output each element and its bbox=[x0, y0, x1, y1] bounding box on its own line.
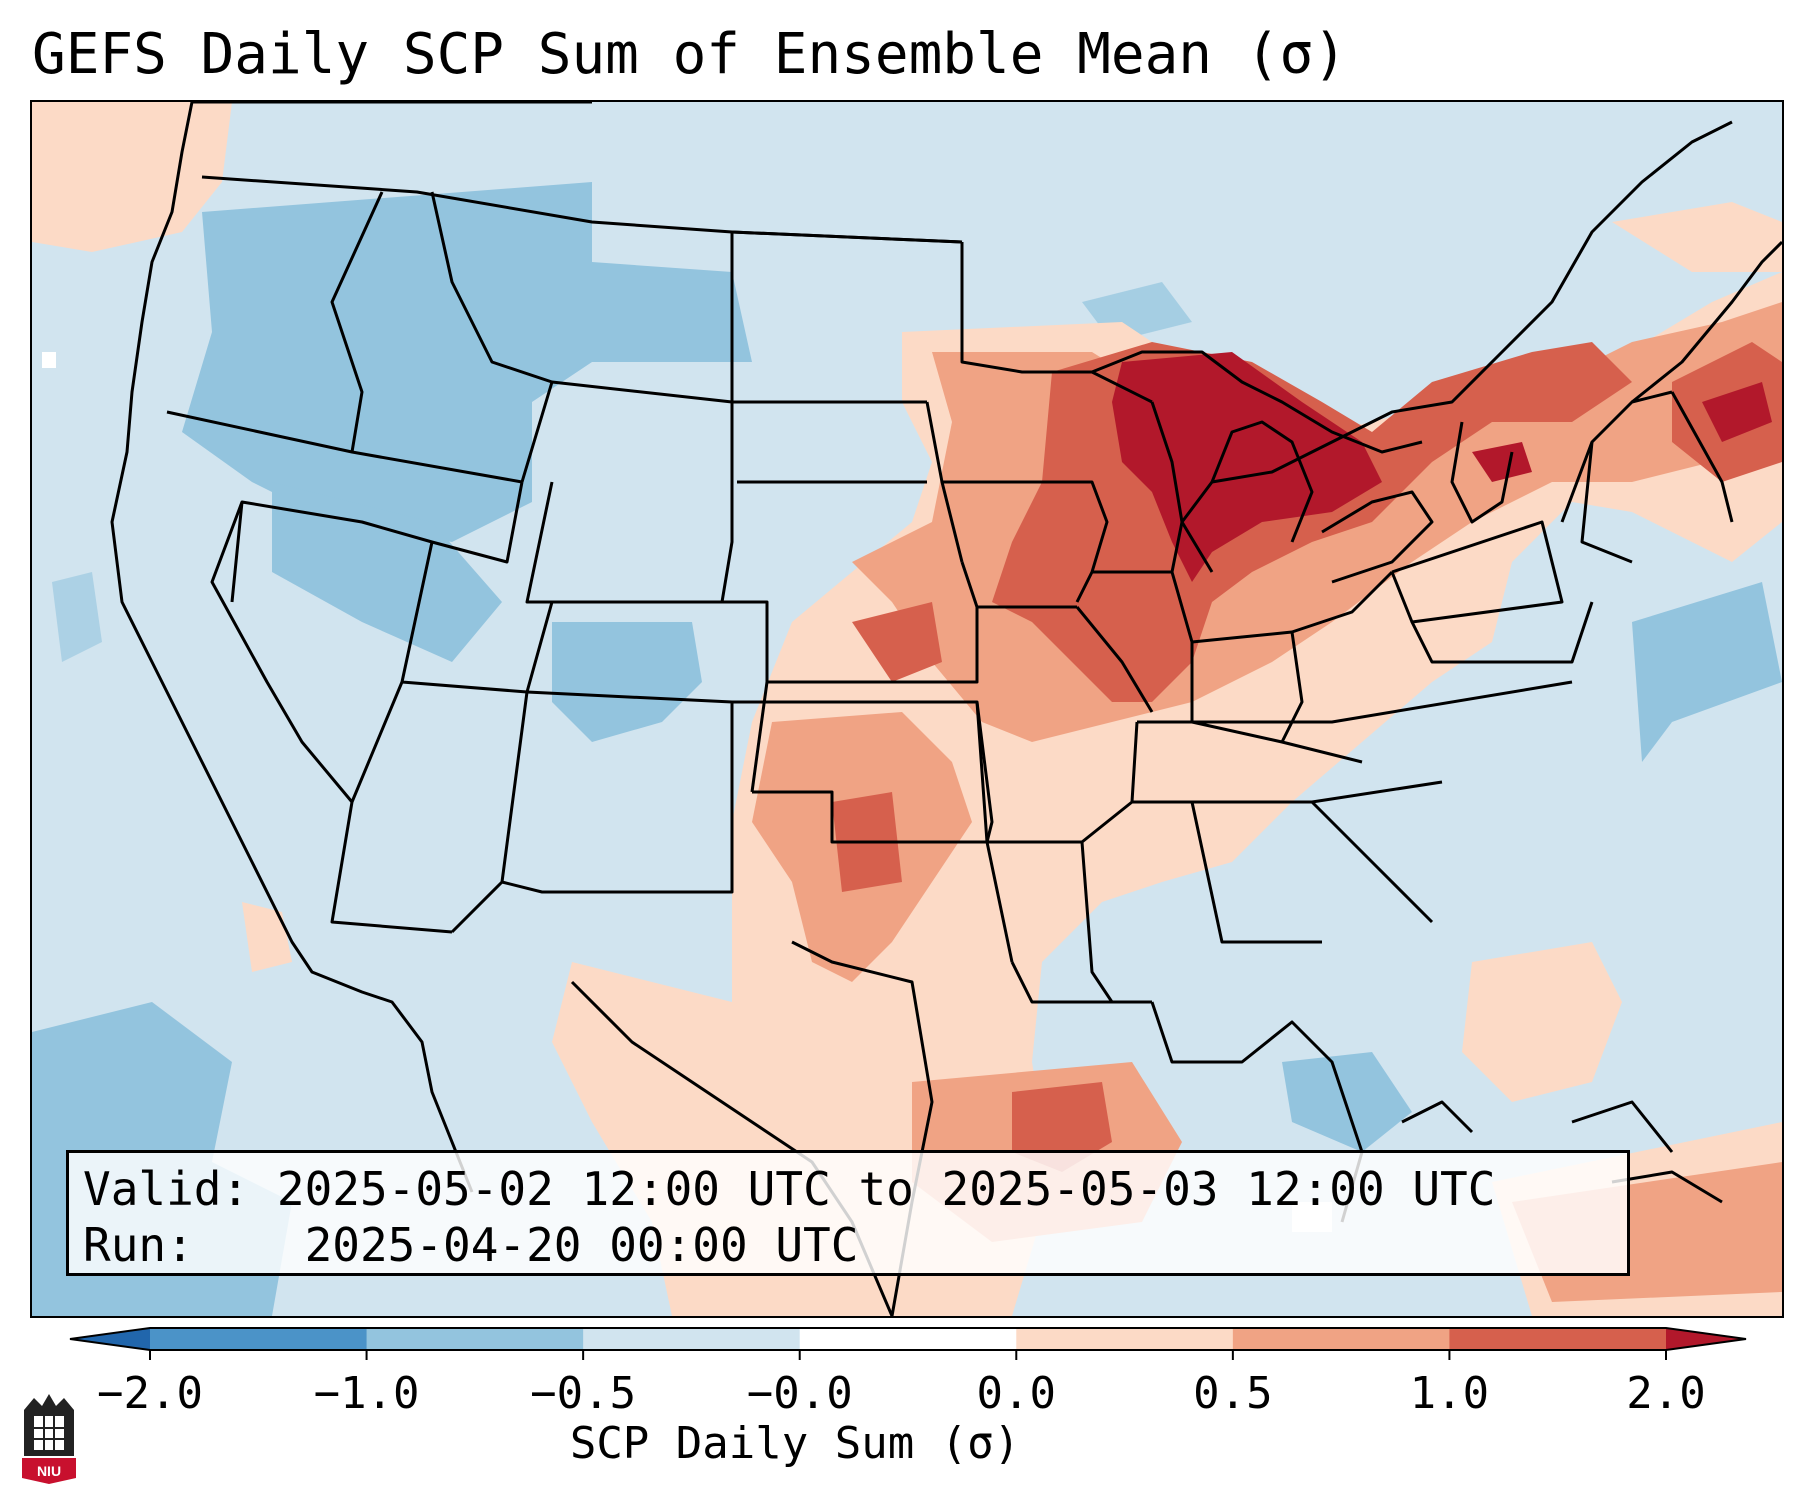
colorbar: −2.0 −1.0 −0.5 −0.0 0.0 0.5 1.0 2.0 SCP Daily S… bbox=[69, 1327, 1747, 1469]
colorbar-extend-low bbox=[70, 1328, 150, 1350]
colorbar-tick-label: 2.0 bbox=[1626, 1368, 1705, 1419]
map-title: GEFS Daily SCP Sum of Ensemble Mean (σ) bbox=[32, 22, 1347, 87]
valid-label: Valid: bbox=[83, 1162, 250, 1216]
colorbar-segment bbox=[150, 1328, 368, 1350]
run-label: Run: bbox=[83, 1218, 194, 1272]
colorbar-tick-label: −2.0 bbox=[97, 1368, 203, 1419]
colorbar-label: SCP Daily Sum (σ) bbox=[570, 1418, 1020, 1469]
niu-logo: NIU bbox=[22, 1394, 76, 1484]
colorbar-segment bbox=[1232, 1328, 1450, 1350]
colorbar-segment bbox=[1016, 1328, 1234, 1350]
extreme-positive-anomaly bbox=[1112, 352, 1772, 582]
colorbar-tick-label: −0.0 bbox=[747, 1368, 853, 1419]
map-panel bbox=[30, 100, 1784, 1318]
colorbar-extend-high bbox=[1666, 1328, 1746, 1350]
colorbar-tick-label: 0.0 bbox=[977, 1368, 1056, 1419]
colorbar-segment bbox=[583, 1328, 801, 1350]
negative-anomaly-west bbox=[182, 182, 1782, 1152]
colorbar-tick-label: −0.5 bbox=[530, 1368, 636, 1419]
colorbar-tick-label: −1.0 bbox=[314, 1368, 420, 1419]
colorbar-segment bbox=[1449, 1328, 1667, 1350]
colorbar-tick-label: 0.5 bbox=[1193, 1368, 1272, 1419]
colorbar-tick-label: 1.0 bbox=[1410, 1368, 1489, 1419]
colorbar-segment bbox=[366, 1328, 584, 1350]
colorbar-ticks: −2.0 −1.0 −0.5 −0.0 0.0 0.5 1.0 2.0 bbox=[97, 1350, 1706, 1419]
run-value: 2025-04-20 00:00 UTC bbox=[304, 1218, 859, 1272]
logo-text: NIU bbox=[37, 1463, 61, 1479]
valid-time-box: Valid: 2025-05-02 12:00 UTC to 2025-05-0… bbox=[66, 1150, 1630, 1276]
political-borders bbox=[110, 102, 1782, 1316]
colorbar-segment bbox=[799, 1328, 1017, 1350]
map-canvas bbox=[32, 102, 1782, 1316]
colorbar-segments bbox=[69, 1327, 1747, 1351]
valid-value: 2025-05-02 12:00 UTC to 2025-05-03 12:00… bbox=[276, 1162, 1496, 1216]
